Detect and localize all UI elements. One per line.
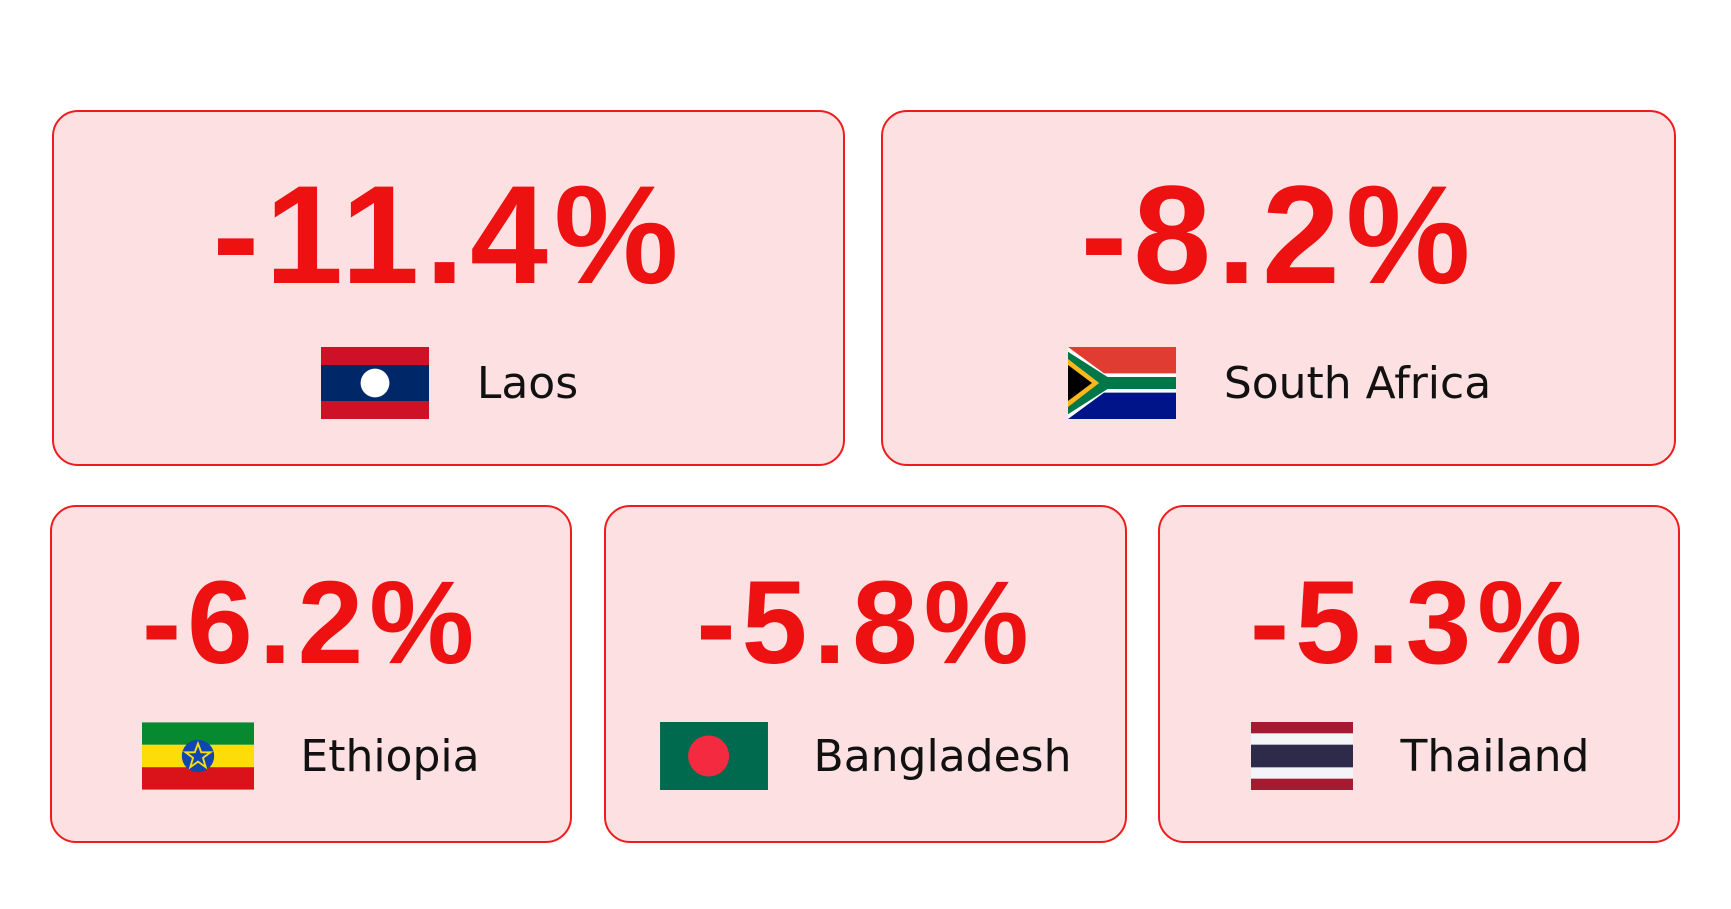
value: -11.4% [212, 156, 685, 313]
value: -5.8% [696, 557, 1035, 689]
country-row: Bangladesh [659, 722, 1072, 790]
card: -5.3% Thailand [1158, 505, 1680, 843]
value: -8.2% [1080, 156, 1477, 313]
card: -6.2% Ethiopia [50, 505, 572, 843]
country: Bangladesh [813, 730, 1072, 782]
flag-bangladesh [659, 722, 768, 790]
flag-south-africa [1067, 347, 1176, 419]
country-row: South Africa [1066, 347, 1491, 419]
country-row: Ethiopia [142, 722, 480, 790]
flag-thailand [1250, 722, 1353, 790]
country: Laos [476, 357, 579, 409]
flag-laos [320, 347, 429, 419]
card: -11.4% Laos [52, 110, 845, 466]
country: South Africa [1223, 357, 1492, 409]
country-row: Laos [319, 347, 578, 419]
value: -6.2% [141, 557, 481, 689]
card: -5.8% Bangladesh [604, 505, 1127, 843]
value: -5.3% [1249, 557, 1589, 689]
country: Thailand [1400, 730, 1590, 782]
flag-ethiopia [142, 722, 255, 790]
country-row: Thailand [1249, 722, 1590, 790]
card: -8.2% South Africa [881, 110, 1676, 466]
country: Ethiopia [300, 730, 480, 782]
